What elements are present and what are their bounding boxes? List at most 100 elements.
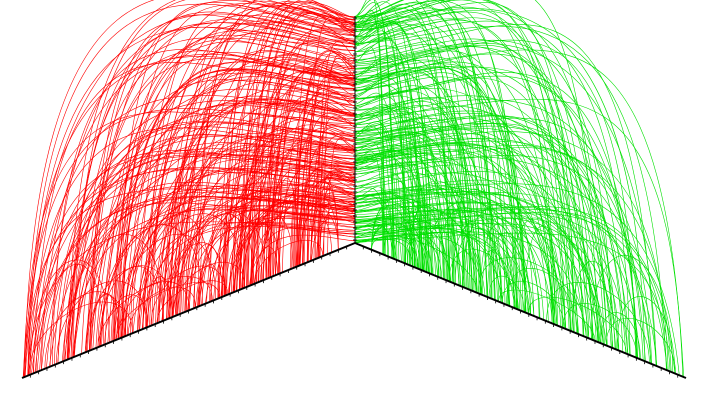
left-arc — [275, 160, 356, 276]
right-arc — [354, 156, 637, 358]
left-baseline-arc — [114, 233, 216, 341]
right-arc — [354, 110, 594, 341]
left-arc-group — [22, 0, 356, 378]
left-arc — [92, 79, 356, 350]
left-arc — [270, 94, 356, 278]
left-arc — [54, 121, 356, 365]
right-arc — [354, 197, 394, 259]
right-arc — [354, 0, 575, 333]
right-arc — [354, 24, 496, 301]
right-arc — [354, 223, 599, 343]
right-baseline-arc — [404, 180, 482, 295]
right-arc — [354, 150, 535, 316]
right-arc — [354, 1, 419, 269]
left-arc — [157, 149, 356, 324]
left-arc — [197, 199, 356, 307]
left-arc — [265, 70, 356, 280]
right-arc — [354, 39, 613, 348]
right-arc — [354, 98, 684, 377]
left-arc — [265, 18, 356, 280]
left-arc — [193, 0, 356, 309]
left-arc — [132, 198, 356, 334]
right-arc — [354, 21, 405, 264]
left-arc — [89, 11, 356, 351]
left-baseline-arc — [186, 213, 255, 312]
left-arc — [147, 100, 356, 328]
right-arc — [354, 223, 451, 283]
left-arc — [241, 201, 356, 290]
right-arc — [354, 228, 502, 303]
left-baseline-arc — [145, 276, 173, 329]
left-arc — [84, 155, 356, 353]
right-arc — [354, 125, 626, 354]
right-arc — [354, 10, 608, 346]
right-arc — [354, 193, 529, 314]
left-arc — [319, 170, 356, 258]
right-arc — [354, 44, 590, 339]
right-arc — [354, 21, 450, 282]
right-arc — [354, 227, 531, 315]
right-arc — [354, 142, 558, 326]
left-arc — [323, 54, 356, 256]
right-arc-group — [354, 0, 684, 378]
left-arc — [227, 213, 356, 295]
left-baseline-arc — [252, 216, 272, 285]
left-arc — [319, 57, 356, 258]
left-arc — [49, 22, 356, 367]
axis-ticks-group — [29, 17, 679, 378]
left-arc — [31, 202, 356, 375]
right-arc — [354, 69, 473, 291]
left-arc — [199, 209, 356, 307]
right-baseline-arc — [448, 188, 508, 306]
left-baseline-arc — [217, 206, 248, 299]
right-arc — [354, 42, 657, 367]
left-arc — [157, 133, 356, 324]
left-arc — [27, 127, 356, 376]
right-arc — [354, 155, 652, 364]
left-arc — [242, 90, 356, 289]
left-arc — [224, 1, 356, 297]
left-arc — [29, 167, 356, 375]
right-baseline-arc — [462, 203, 563, 328]
left-arc — [112, 41, 356, 342]
right-arc — [354, 66, 526, 313]
right-arc — [354, 19, 566, 329]
left-baseline-arc — [28, 301, 133, 376]
right-arc — [354, 24, 657, 366]
left-arc — [182, 51, 356, 313]
left-arc — [206, 128, 356, 304]
right-arc — [354, 0, 593, 340]
left-arc — [199, 41, 356, 306]
left-baseline-arc — [97, 276, 213, 348]
right-arc — [354, 6, 579, 334]
left-arc — [84, 134, 356, 353]
right-arc — [354, 0, 515, 308]
right-baseline-arc — [508, 217, 571, 331]
right-arc — [354, 20, 631, 356]
left-arc — [209, 194, 356, 302]
left-baseline-arc — [41, 263, 105, 371]
left-arc — [89, 0, 356, 351]
right-arc — [354, 0, 555, 325]
right-arc — [354, 96, 415, 268]
right-arc — [354, 217, 535, 316]
left-arc — [171, 102, 356, 318]
right-arc — [354, 171, 413, 267]
right-baseline-arc — [371, 222, 419, 269]
right-baseline-arc — [405, 238, 427, 273]
right-baseline-arc — [383, 223, 421, 270]
right-arc — [354, 2, 488, 298]
right-arc — [354, 63, 526, 313]
right-arc — [354, 129, 562, 328]
left-arc — [57, 100, 356, 364]
left-baseline-arc — [65, 234, 164, 361]
left-arc — [250, 0, 356, 286]
right-arc — [354, 150, 430, 274]
right-arc — [354, 117, 574, 333]
right-baseline-arc — [590, 255, 674, 373]
left-arc — [317, 41, 356, 259]
right-arc — [354, 155, 426, 272]
right-baseline-arc — [451, 217, 531, 315]
left-arc — [303, 74, 356, 264]
right-arc — [354, 232, 516, 309]
